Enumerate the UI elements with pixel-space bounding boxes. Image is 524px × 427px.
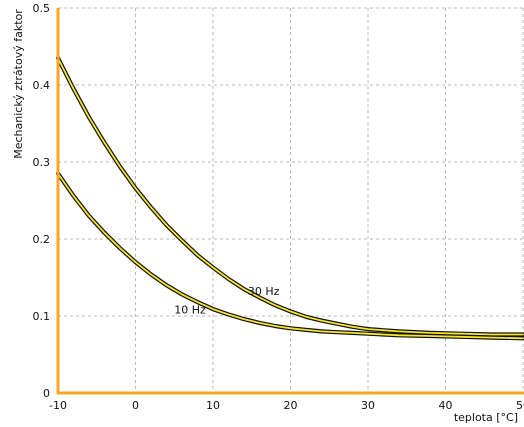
y-tick-label-5: 0.5 — [33, 2, 51, 15]
x-tick-label-4: 30 — [361, 399, 375, 412]
x-tick-label-0: -10 — [49, 399, 67, 412]
x-tick-label-2: 10 — [206, 399, 220, 412]
axes — [56, 8, 524, 395]
x-tick-label-6: 50 — [516, 399, 524, 412]
y-tick-label-4: 0.4 — [33, 79, 51, 92]
x-tick-label-3: 20 — [284, 399, 298, 412]
series-labels: 30 Hz 10 Hz — [174, 285, 279, 316]
series-lines — [55, 56, 524, 341]
series-label-1: 10 Hz — [174, 304, 206, 317]
x-tick-label-1: 0 — [132, 399, 139, 412]
series-line-0 — [57, 57, 524, 336]
y-tick-label-3: 0.3 — [33, 156, 51, 169]
x-tick-label-5: 40 — [439, 399, 453, 412]
y-tick-label-2: 0.2 — [33, 233, 51, 246]
x-axis-title: teplota [°C] — [454, 411, 518, 424]
series-label-0: 30 Hz — [248, 285, 280, 298]
y-axis-title: Mechanický ztrátový faktor — [12, 9, 25, 159]
y-tick-label-0: 0 — [43, 387, 50, 400]
y-tick-label-1: 0.1 — [33, 310, 51, 323]
series-line-1 — [57, 172, 524, 340]
tick-labels: -100102030405000.10.20.30.40.5 — [33, 2, 524, 412]
